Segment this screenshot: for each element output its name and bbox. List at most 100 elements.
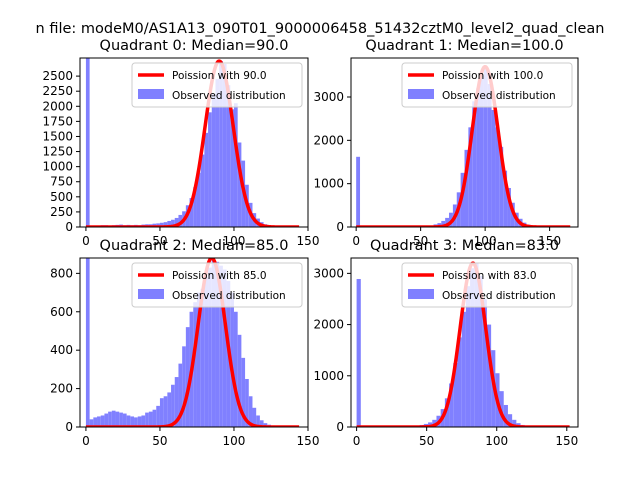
legend-hist-label: Observed distribution: [442, 90, 556, 102]
legend-box: [401, 62, 573, 108]
histogram-bar: [233, 103, 238, 227]
histogram-bar: [178, 363, 183, 427]
y-tick-label: 0: [65, 220, 73, 234]
legend-hist-swatch: [408, 289, 434, 299]
x-tick-label: 100: [223, 434, 246, 448]
histogram-bar: [89, 419, 94, 427]
y-tick-label: 3000: [313, 266, 344, 280]
histogram-bar: [163, 222, 168, 227]
histogram-bar: [193, 302, 197, 427]
panel-quadrant-2: 0 50 100 150 0 200 400 600 800 Quadrant 2: Median…: [50, 238, 319, 448]
histogram-bar: [141, 415, 146, 427]
y-tick-label: 2000: [42, 99, 73, 113]
histogram-bar: [263, 423, 268, 427]
histogram-bar: [130, 416, 135, 427]
histogram-bar: [499, 391, 504, 427]
x-tick-label: 150: [297, 434, 320, 448]
histogram-bar: [356, 278, 361, 427]
histogram-bar: [85, 258, 90, 427]
x-tick-label: 0: [82, 434, 90, 448]
x-tick-label: 0: [353, 434, 361, 448]
legend-hist-swatch: [408, 89, 434, 99]
y-tick-label: 750: [50, 175, 73, 189]
histogram-bar: [487, 84, 492, 227]
x-tick-label: 100: [474, 234, 497, 248]
histogram-bar: [156, 405, 160, 427]
figure-suptitle: n file: modeM0/AS1A13_090T01_9000006458_…: [36, 21, 605, 37]
histogram-bar: [115, 411, 120, 427]
axes-frame: [350, 257, 579, 428]
histogram-bar: [148, 411, 153, 427]
histogram-bar: [441, 220, 446, 227]
histogram-bar: [97, 416, 101, 427]
histogram-bar: [93, 417, 98, 427]
panel-title: Quadrant 3: Median=83.0: [370, 238, 559, 254]
histogram-bar: [241, 357, 246, 427]
histogram-bar: [461, 311, 466, 427]
histogram-bar: [482, 298, 487, 427]
histogram-bar: [248, 396, 253, 427]
histogram-bar: [159, 222, 164, 227]
panel-quadrant-1: 0 50 100 150 0 1000 2000 3000 Quadrant 1: Median…: [313, 38, 579, 248]
histogram-bar: [167, 392, 172, 427]
histogram-bar: [444, 398, 450, 427]
histogram-bar: [470, 268, 475, 427]
y-tick-label: 500: [50, 190, 73, 204]
histogram-bar: [219, 61, 223, 227]
legend-fit-label: Poission with 85.0: [172, 270, 267, 282]
histogram-bar: [512, 419, 517, 427]
y-tick-label: 2000: [313, 133, 344, 147]
panel-quadrant-3: 0 50 100 150 0 1000 2000 3000 Quadrant 3: Median…: [313, 238, 579, 448]
y-tick-label: 200: [50, 382, 73, 396]
histogram-bar: [356, 156, 361, 227]
legend-box: [131, 262, 303, 308]
histogram-bar: [200, 288, 205, 427]
histogram-bar: [182, 346, 186, 427]
histogram-bar: [453, 362, 458, 427]
histogram-bar: [108, 411, 112, 427]
y-tick-label: 1000: [42, 160, 73, 174]
histogram-bar: [449, 383, 454, 427]
histogram-bar: [126, 415, 131, 427]
histogram-bar: [196, 172, 201, 227]
histogram-bar: [171, 384, 175, 427]
histogram-bar: [230, 292, 234, 427]
histogram-bar: [208, 112, 212, 227]
histogram-bar: [204, 277, 209, 427]
y-tick-label: 2000: [313, 318, 344, 332]
histogram-bar: [134, 417, 138, 427]
histogram-bar: [193, 187, 197, 227]
y-tick-label: 1750: [42, 114, 73, 128]
y-tick-label: 400: [50, 343, 73, 357]
y-tick-label: 1500: [42, 129, 73, 143]
histogram-bar: [189, 198, 194, 227]
histogram-bar: [457, 337, 462, 427]
x-tick-label: 150: [555, 434, 578, 448]
histogram-bar: [495, 127, 500, 227]
histogram-bar: [445, 217, 450, 227]
legend-box: [131, 62, 303, 108]
histogram-bar: [104, 413, 109, 427]
histogram-bar: [204, 132, 209, 227]
histogram-bar: [215, 261, 220, 427]
histogram-bar: [256, 415, 260, 427]
legend-fit-label: Poission with 90.0: [172, 70, 267, 82]
legend-fit-label: Poission with 83.0: [442, 270, 537, 282]
histogram-bar: [208, 267, 212, 427]
legend-hist-swatch: [138, 89, 164, 99]
histogram-bar: [226, 85, 231, 227]
y-tick-label: 1250: [42, 145, 73, 159]
axes-frame: [350, 57, 579, 228]
x-tick-label: 100: [485, 434, 508, 448]
histogram-bar: [119, 412, 123, 427]
histogram-bar: [156, 223, 160, 227]
histogram-bar: [259, 420, 264, 427]
histogram-bar: [178, 214, 183, 227]
histogram-bar: [163, 396, 168, 427]
legend: Poission with 90.0 Observed distribution: [131, 62, 303, 108]
histogram-bar: [464, 149, 469, 227]
axes-frame: [79, 57, 309, 228]
axes-frame: [79, 257, 309, 428]
y-tick-label: 3000: [313, 90, 344, 104]
